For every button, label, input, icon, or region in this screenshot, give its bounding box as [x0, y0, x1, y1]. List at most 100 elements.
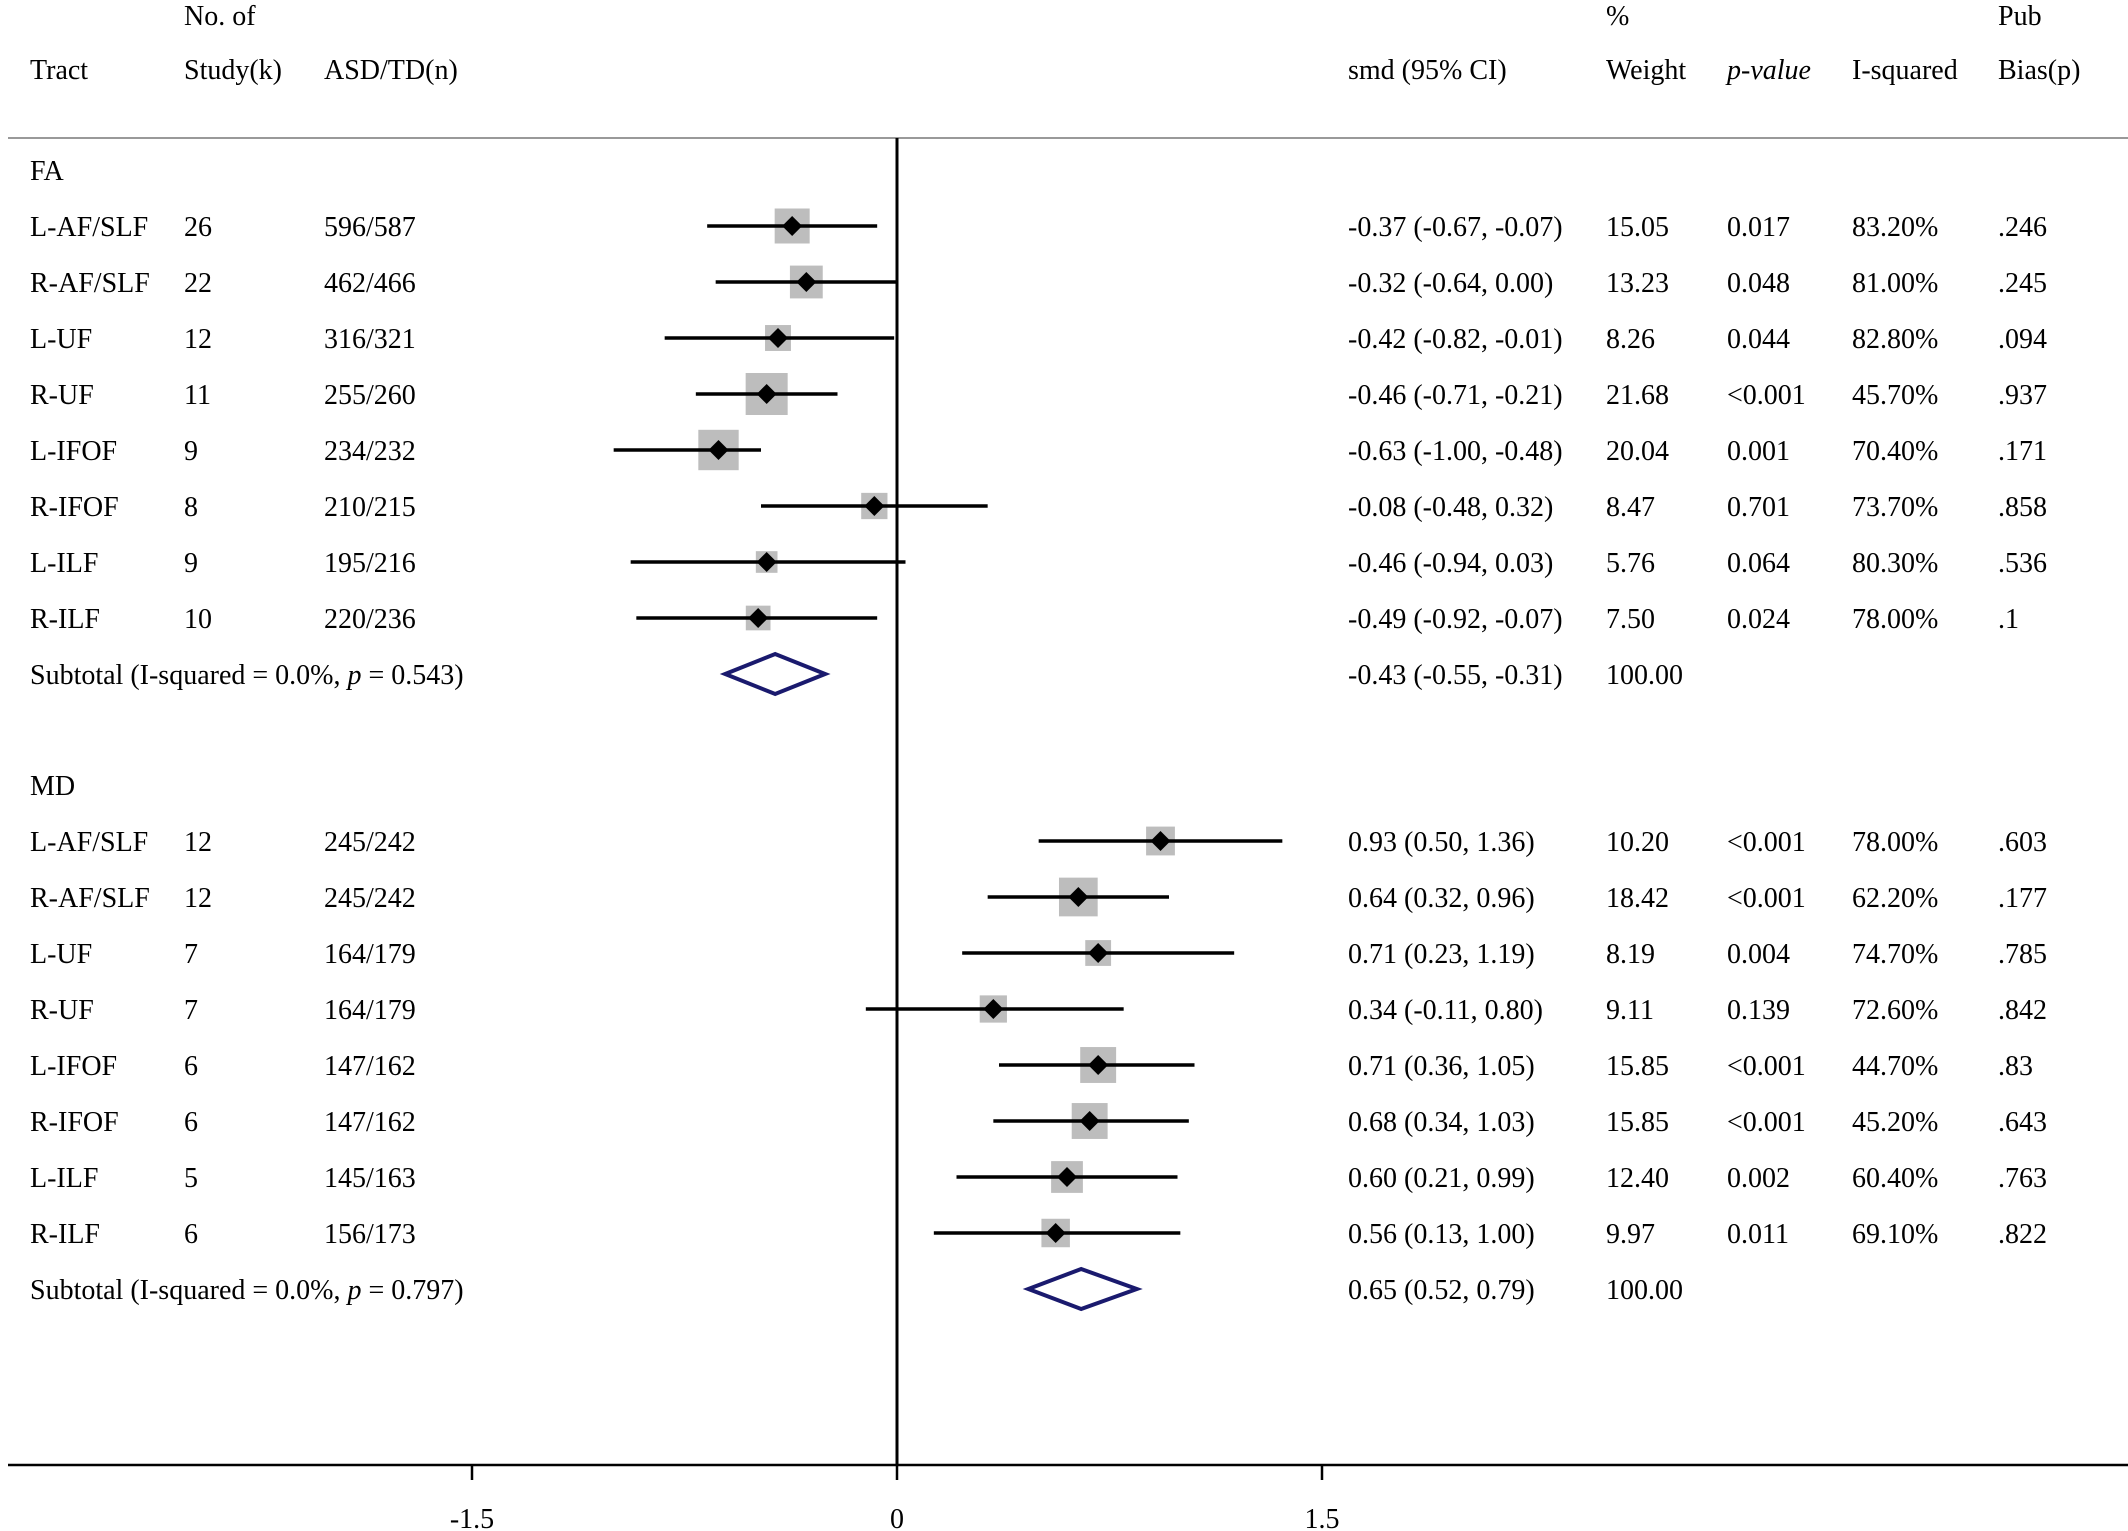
study-count: 10 — [184, 604, 212, 635]
sample-size: 245/242 — [324, 883, 416, 914]
pvalue-text: <0.001 — [1727, 380, 1806, 411]
tract-label: L-AF/SLF — [30, 212, 148, 243]
bias-text: .822 — [1998, 1219, 2047, 1250]
bias-text: .177 — [1998, 883, 2047, 914]
subtotal-weight-text: 100.00 — [1606, 1275, 1683, 1306]
point-estimate — [768, 328, 788, 348]
header-pvalue: p-value — [1725, 55, 1811, 86]
tract-label: L-IFOF — [30, 436, 117, 467]
subtotal-smd-ci-text: 0.65 (0.52, 0.79) — [1348, 1275, 1535, 1306]
subtotal-diamond — [719, 651, 831, 697]
isq-text: 45.70% — [1852, 380, 1938, 411]
weight-text: 8.26 — [1606, 324, 1655, 355]
tract-label: R-AF/SLF — [30, 883, 150, 914]
pvalue-text: 0.139 — [1727, 995, 1790, 1026]
header-tract: Tract — [30, 55, 88, 86]
tract-label: R-IFOF — [30, 1107, 119, 1138]
weight-text: 9.11 — [1606, 995, 1654, 1026]
study-count: 8 — [184, 492, 198, 523]
isq-text: 80.30% — [1852, 548, 1938, 579]
x-tick-label: -1.5 — [450, 1504, 494, 1531]
header-bias-bottom: Bias(p) — [1998, 55, 2080, 86]
weight-text: 5.76 — [1606, 548, 1655, 579]
smd-ci-text: -0.49 (-0.92, -0.07) — [1348, 604, 1563, 635]
x-tick-label: 0 — [890, 1504, 904, 1531]
subtotal-smd-ci-text: -0.43 (-0.55, -0.31) — [1348, 660, 1563, 691]
bias-text: .937 — [1998, 380, 2047, 411]
table-header: Tract No. of Study(k) ASD/TD(n) smd (95%… — [30, 1, 2080, 86]
pvalue-text: 0.004 — [1727, 939, 1790, 970]
isq-text: 81.00% — [1852, 268, 1938, 299]
study-count: 6 — [184, 1219, 198, 1250]
isq-text: 44.70% — [1852, 1051, 1938, 1082]
point-estimate — [1068, 887, 1089, 907]
smd-ci-text: 0.64 (0.32, 0.96) — [1348, 883, 1535, 914]
header-pvalue-text: p-value — [1725, 55, 1811, 86]
bias-text: .763 — [1998, 1163, 2047, 1194]
tract-label: R-IFOF — [30, 492, 119, 523]
subtotal-label-pre: Subtotal (I-squared = 0.0%, — [30, 1275, 348, 1306]
sample-size: 220/236 — [324, 604, 416, 635]
bias-text: .785 — [1998, 939, 2047, 970]
weight-text: 15.85 — [1606, 1051, 1669, 1082]
tract-label: L-UF — [30, 324, 92, 355]
weight-text: 15.05 — [1606, 212, 1669, 243]
isq-text: 62.20% — [1852, 883, 1938, 914]
pvalue-text: <0.001 — [1727, 1107, 1806, 1138]
weight-text: 7.50 — [1606, 604, 1655, 635]
weight-text: 18.42 — [1606, 883, 1669, 914]
study-count: 9 — [184, 548, 198, 579]
pvalue-text: 0.002 — [1727, 1163, 1790, 1194]
isq-text: 70.40% — [1852, 436, 1938, 467]
subtotal-label-p: p — [346, 660, 362, 691]
smd-ci-text: 0.93 (0.50, 1.36) — [1348, 827, 1535, 858]
pvalue-text: 0.048 — [1727, 268, 1790, 299]
pvalue-text: 0.044 — [1727, 324, 1790, 355]
subtotal-weight-text: 100.00 — [1606, 660, 1683, 691]
tract-label: L-ILF — [30, 1163, 98, 1194]
bias-text: .246 — [1998, 212, 2047, 243]
subtotal-label-post: = 0.797) — [362, 1275, 464, 1306]
smd-ci-text: -0.46 (-0.94, 0.03) — [1348, 548, 1553, 579]
smd-ci-text: -0.32 (-0.64, 0.00) — [1348, 268, 1553, 299]
point-estimate — [1150, 831, 1171, 851]
smd-ci-text: 0.71 (0.23, 1.19) — [1348, 939, 1535, 970]
point-estimate — [983, 999, 1004, 1019]
bias-text: .1 — [1998, 604, 2019, 635]
subtotal-label: Subtotal (I-squared = 0.0%, p = 0.543) — [30, 660, 464, 691]
point-estimate — [1079, 1111, 1100, 1131]
point-estimate — [796, 272, 817, 292]
isq-text: 69.10% — [1852, 1219, 1938, 1250]
header-isq: I-squared — [1852, 55, 1958, 86]
weight-text: 20.04 — [1606, 436, 1669, 467]
sample-size: 145/163 — [324, 1163, 416, 1194]
smd-ci-text: -0.37 (-0.67, -0.07) — [1348, 212, 1563, 243]
x-axis: -1.5 0 1.5 — [8, 138, 2128, 1531]
study-count: 9 — [184, 436, 198, 467]
header-weight-bottom: Weight — [1606, 55, 1686, 86]
weight-text: 8.47 — [1606, 492, 1655, 523]
study-count: 7 — [184, 995, 198, 1026]
isq-text: 78.00% — [1852, 604, 1938, 635]
smd-ci-text: 0.71 (0.36, 1.05) — [1348, 1051, 1535, 1082]
sample-size: 462/466 — [324, 268, 416, 299]
isq-text: 78.00% — [1852, 827, 1938, 858]
tract-label: R-UF — [30, 995, 94, 1026]
subtotal-label: Subtotal (I-squared = 0.0%, p = 0.797) — [30, 1275, 464, 1306]
study-count: 5 — [184, 1163, 198, 1194]
weight-text: 9.97 — [1606, 1219, 1655, 1250]
bias-text: .83 — [1998, 1051, 2033, 1082]
bias-text: .603 — [1998, 827, 2047, 858]
isq-text: 74.70% — [1852, 939, 1938, 970]
study-count: 7 — [184, 939, 198, 970]
study-count: 12 — [184, 324, 212, 355]
pvalue-text: 0.017 — [1727, 212, 1790, 243]
weight-text: 15.85 — [1606, 1107, 1669, 1138]
isq-text: 60.40% — [1852, 1163, 1938, 1194]
weight-text: 21.68 — [1606, 380, 1669, 411]
smd-ci-text: 0.68 (0.34, 1.03) — [1348, 1107, 1535, 1138]
subtotal-label-pre: Subtotal (I-squared = 0.0%, — [30, 660, 348, 691]
tract-label: R-ILF — [30, 1219, 100, 1250]
bias-text: .536 — [1998, 548, 2047, 579]
pvalue-text: <0.001 — [1727, 1051, 1806, 1082]
